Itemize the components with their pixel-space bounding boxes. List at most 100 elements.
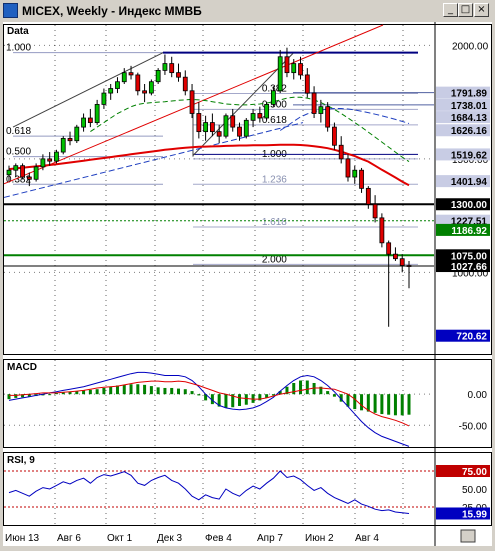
candle xyxy=(142,83,147,103)
macd-bar xyxy=(41,394,45,396)
window-title: MICEX, Weekly - Индекс ММВБ xyxy=(22,4,202,18)
price-box xyxy=(436,214,490,227)
price-box-black xyxy=(436,198,490,211)
price-box-label: 1401.94 xyxy=(451,177,488,188)
x-axis-label: Авг 6 xyxy=(57,533,81,544)
candle-body-up xyxy=(352,169,358,178)
candle xyxy=(257,106,263,123)
fib-level-label: 0.382 xyxy=(262,84,287,95)
candle-body-up xyxy=(271,90,276,105)
fib-level-label: 1.236 xyxy=(262,174,287,185)
macd-bar xyxy=(400,394,404,416)
macd-bar xyxy=(149,386,153,395)
chart-svg[interactable]: Data MACD RSI, 9 1.000 0.618 0.500 0.382 0.382 0… xyxy=(3,22,492,546)
macd-axis-label: -50.00 xyxy=(459,421,488,432)
macd-bar xyxy=(75,391,79,395)
candle xyxy=(81,113,86,132)
candle xyxy=(67,131,73,146)
price-box-black-label: 1027.66 xyxy=(451,262,488,273)
macd-bar xyxy=(129,384,133,395)
candle-body-up xyxy=(74,126,80,142)
price-box xyxy=(436,111,490,124)
candlesticks xyxy=(6,47,412,327)
macd-bar xyxy=(292,382,296,395)
macd-bar xyxy=(244,394,248,405)
price-box-black-label: 1075.00 xyxy=(451,251,488,262)
rsi-box-blue-label: 15.99 xyxy=(462,509,487,520)
fib-level-label: 0.500 xyxy=(262,99,287,110)
candle-body-down xyxy=(67,138,73,142)
title-bar[interactable]: MICEX, Weekly - Индекс ММВБ _ □ × xyxy=(0,0,495,22)
price-box xyxy=(436,98,490,111)
macd-bar xyxy=(122,384,126,395)
price-box-black-label: 1300.00 xyxy=(451,200,488,211)
close-button[interactable]: × xyxy=(474,3,489,17)
macd-bar xyxy=(278,391,282,395)
candle xyxy=(13,163,19,178)
candle xyxy=(33,163,39,182)
price-box-label: 1227.51 xyxy=(451,217,488,228)
candle xyxy=(196,102,202,139)
horizontal-levels xyxy=(4,51,434,267)
candle xyxy=(6,165,12,182)
macd-bar xyxy=(14,394,18,398)
candle-body-down xyxy=(135,74,141,92)
fib-level-label: 1.618 xyxy=(262,217,287,228)
rsi-axis-label: 50.00 xyxy=(462,485,487,496)
candle xyxy=(20,163,25,180)
x-axis-label: Апр 7 xyxy=(257,533,283,544)
candle xyxy=(359,167,364,193)
candle-body-up xyxy=(94,104,100,123)
macd-bar xyxy=(217,394,221,407)
candle xyxy=(87,108,93,128)
fib-level-label: 0.500 xyxy=(6,147,31,158)
macd-bar xyxy=(61,392,65,395)
macd-bar xyxy=(299,380,303,395)
candle xyxy=(182,70,188,96)
fib-level-label: 1.000 xyxy=(6,43,31,54)
macd-bar xyxy=(332,394,336,397)
chart-window-icon xyxy=(3,3,18,18)
candle-body-up xyxy=(162,63,168,71)
macd-bar xyxy=(54,392,58,395)
macd-bar xyxy=(224,394,228,408)
candle xyxy=(237,122,242,141)
maximize-button[interactable]: □ xyxy=(458,3,473,17)
candle xyxy=(393,247,398,261)
macd-bar xyxy=(339,394,343,402)
candle-body-up xyxy=(148,81,154,94)
price-pane-label: Data xyxy=(7,26,29,37)
rsi-line xyxy=(8,470,410,514)
price-pane-frame xyxy=(3,24,492,355)
macd-bar xyxy=(163,387,167,395)
fibonacci-retracement-left xyxy=(13,52,163,185)
macd-pane-label: MACD xyxy=(7,362,37,373)
candle xyxy=(121,68,127,84)
candle-body-up xyxy=(264,104,270,119)
candle-body-down xyxy=(372,203,378,219)
candle-body-up xyxy=(81,117,86,128)
candle xyxy=(115,77,120,94)
macd-bar xyxy=(366,394,370,412)
candle xyxy=(40,154,46,171)
macd-bar xyxy=(326,391,330,395)
minimize-button[interactable]: _ xyxy=(443,3,458,17)
candle xyxy=(264,102,270,121)
candle xyxy=(332,122,337,150)
candle xyxy=(216,124,222,143)
rsi-box-blue xyxy=(436,507,490,520)
candle-body-down xyxy=(311,92,317,114)
price-box-blue xyxy=(436,329,490,342)
macd-histogram xyxy=(7,380,411,416)
macd-bar xyxy=(136,384,140,395)
macd-bar xyxy=(27,394,31,397)
candle-body-down xyxy=(128,72,134,76)
candle-body-down xyxy=(169,63,175,74)
price-box xyxy=(436,175,490,188)
macd-pane-frame xyxy=(3,359,492,448)
candle xyxy=(189,83,195,119)
chart-area[interactable]: Data MACD RSI, 9 1.000 0.618 0.500 0.382 0.382 0… xyxy=(3,22,492,546)
candle xyxy=(304,68,310,98)
macd-bar xyxy=(407,394,411,415)
candle xyxy=(284,47,290,78)
